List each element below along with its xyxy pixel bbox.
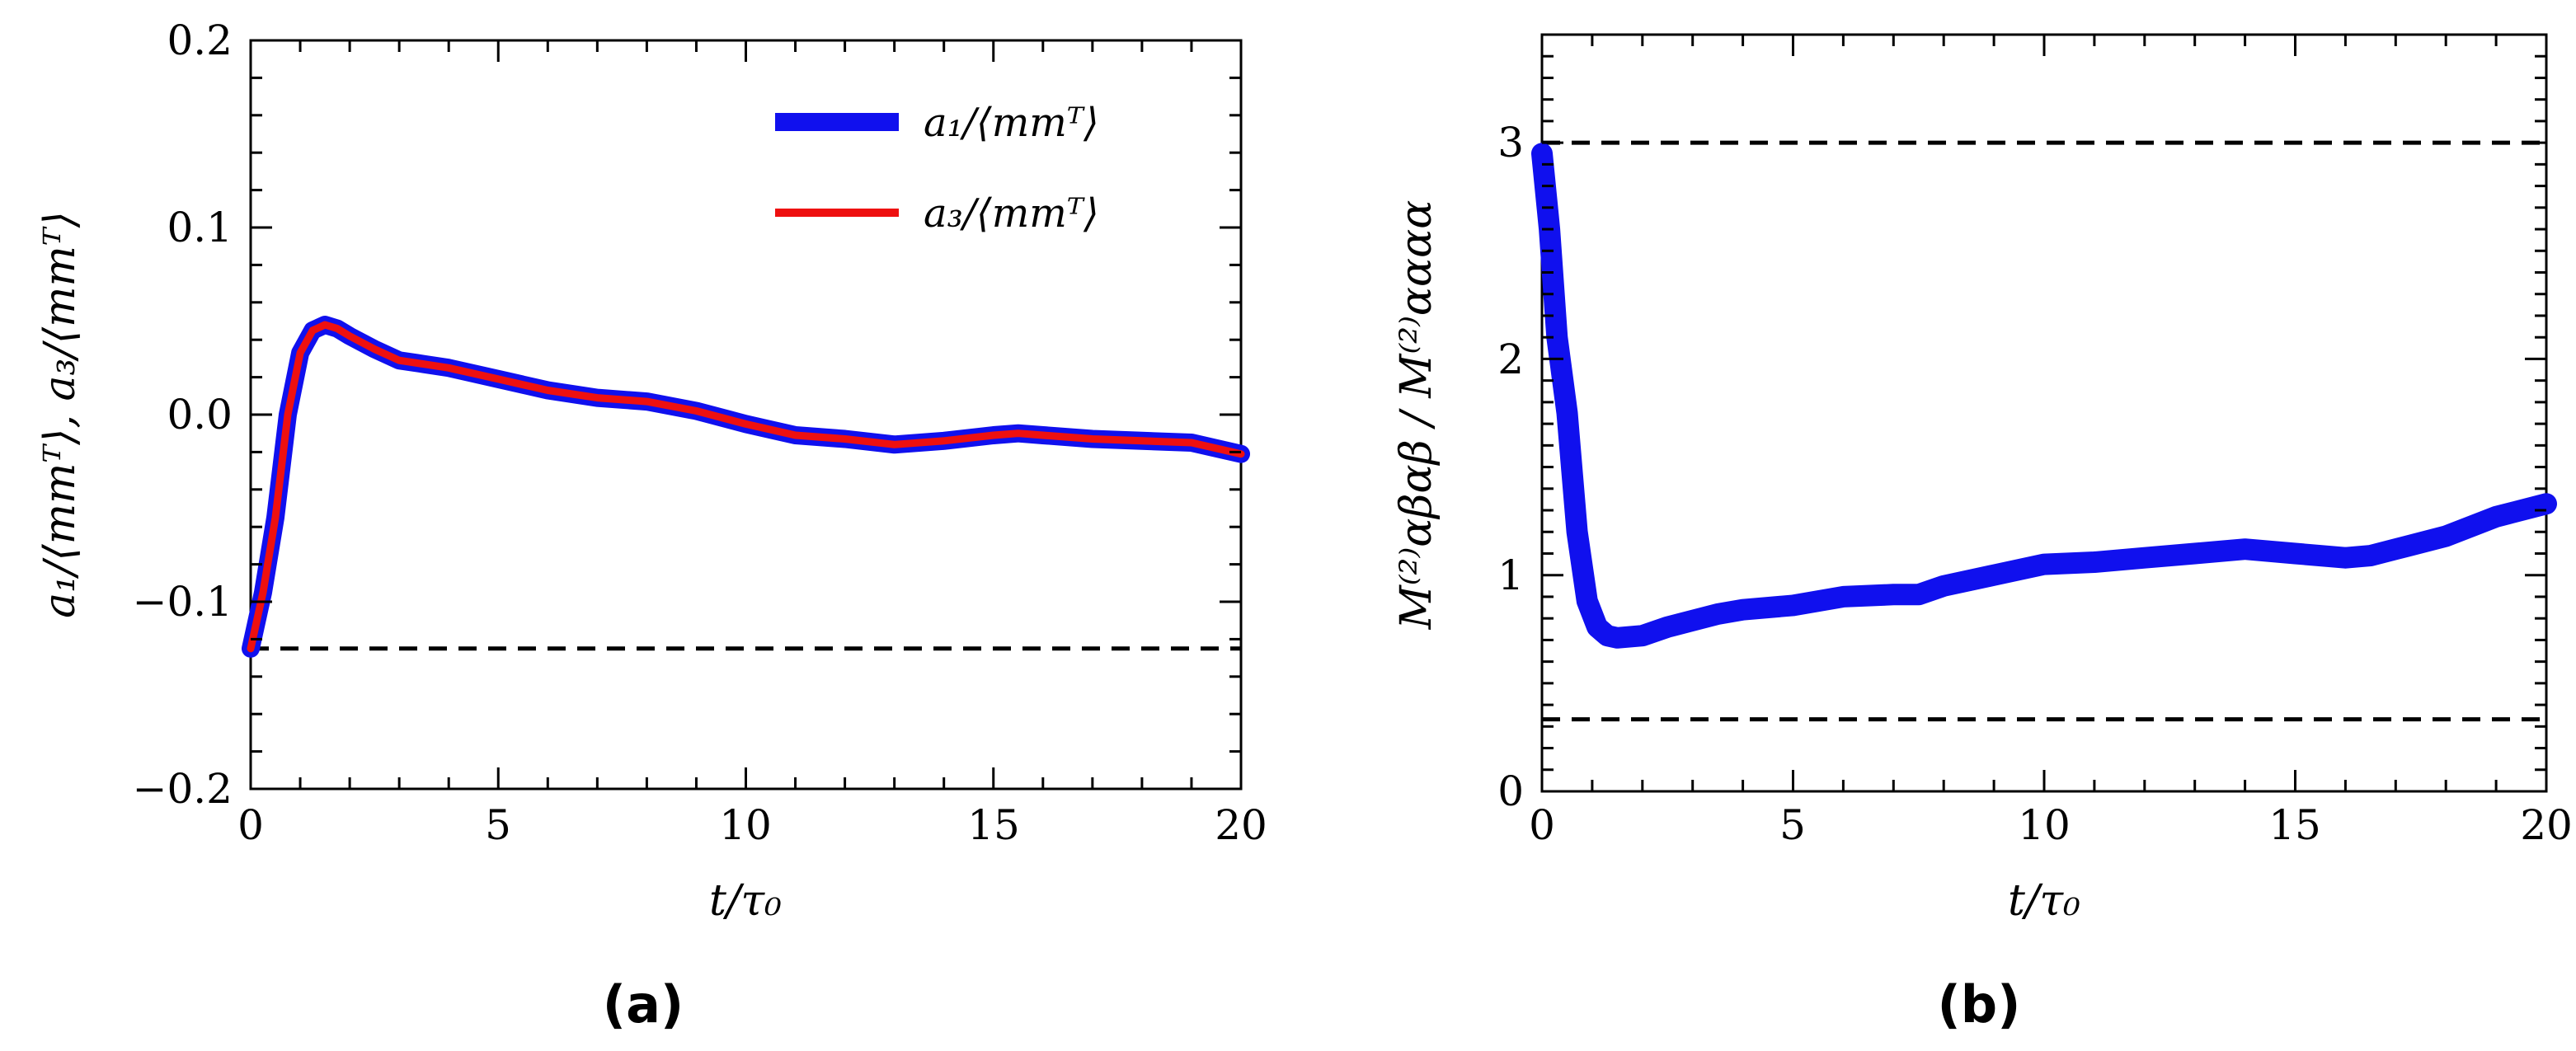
panel-b: 0 5 10 15 20 0 1 2 3 t/τ₀ M⁽²⁾αβαβ / M⁽²… bbox=[1392, 33, 2573, 1035]
panel-b-ylabel: M⁽²⁾αβαβ / M⁽²⁾αααα bbox=[1392, 200, 1441, 631]
panel-b-xtick-label: 10 bbox=[2018, 801, 2071, 849]
panel-a-series-a3 bbox=[247, 321, 1245, 653]
panel-a-ytick-label: −0.1 bbox=[133, 578, 233, 626]
panel-a-ytick-label: 0.0 bbox=[167, 391, 233, 439]
panel-b-xtick-label: 0 bbox=[1529, 801, 1555, 849]
panel-b-xtick-label: 15 bbox=[2268, 801, 2321, 849]
panel-b-label: (b) bbox=[1937, 974, 2020, 1035]
panel-a-ylabel: a₁/⟨mmᵀ⟩, a₃/⟨mmᵀ⟩ bbox=[35, 211, 85, 618]
panel-a-frame bbox=[249, 39, 1243, 791]
panel-b-ytick-label: 3 bbox=[1497, 119, 1524, 167]
legend-label-a1: a₁/⟨mmᵀ⟩ bbox=[924, 100, 1099, 146]
legend-label-a3: a₃/⟨mmᵀ⟩ bbox=[924, 190, 1099, 237]
panel-b-yticks bbox=[1542, 33, 2546, 793]
panel-a-ytick-label: 0.1 bbox=[167, 204, 233, 251]
panel-a-xtick-label: 15 bbox=[967, 801, 1020, 849]
panel-a-xtick-label: 5 bbox=[485, 801, 511, 849]
panel-b-xlabel: t/τ₀ bbox=[2008, 876, 2080, 926]
panel-a-label: (a) bbox=[603, 974, 684, 1035]
panel-a-xlabel: t/τ₀ bbox=[709, 876, 782, 926]
panel-a-xtick-label: 10 bbox=[719, 801, 772, 849]
panel-a-series-a1 bbox=[242, 316, 1250, 658]
panel-b-xtick-label: 5 bbox=[1779, 801, 1806, 849]
panel-b-ytick-label: 2 bbox=[1497, 335, 1524, 383]
panel-a-legend: a₁/⟨mmᵀ⟩ a₃/⟨mmᵀ⟩ bbox=[775, 100, 1099, 237]
panel-b-ytick-label: 1 bbox=[1497, 551, 1524, 599]
panel-a-xticks bbox=[249, 40, 1243, 789]
panel-a-ytick-label: 0.2 bbox=[167, 16, 233, 64]
panel-a-ytick-label: −0.2 bbox=[133, 765, 233, 813]
panel-a: 0 5 10 15 20 −0.2 −0.1 0.0 0.1 0.2 t/τ₀ … bbox=[35, 16, 1267, 1035]
panel-a-xtick-label: 0 bbox=[237, 801, 264, 849]
panel-b-series-ratio bbox=[1531, 143, 2557, 649]
panel-b-xtick-label: 20 bbox=[2520, 801, 2573, 849]
panel-b-ytick-label: 0 bbox=[1497, 767, 1524, 815]
panel-a-yticks bbox=[251, 39, 1241, 791]
panel-a-xtick-label: 20 bbox=[1215, 801, 1267, 849]
panel-b-frame bbox=[1540, 33, 2548, 793]
panel-b-xticks bbox=[1540, 35, 2548, 791]
